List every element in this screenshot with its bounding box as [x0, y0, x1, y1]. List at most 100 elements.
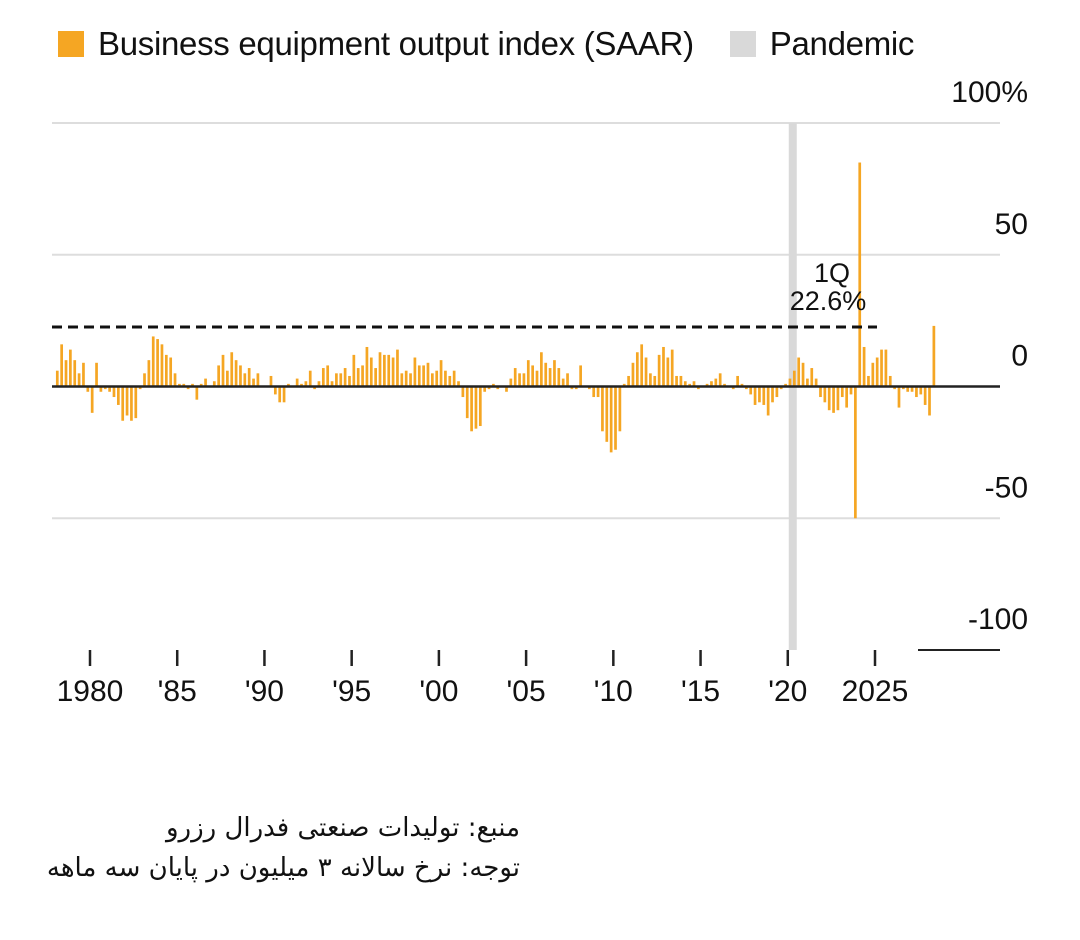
bar: [792, 370, 796, 387]
bar: [77, 373, 81, 387]
bar: [618, 386, 622, 432]
bar: [819, 386, 822, 398]
bar: [901, 386, 905, 390]
bar: [670, 349, 674, 387]
x-tick-label: '95: [332, 675, 371, 708]
bar: [308, 370, 312, 387]
bar: [884, 349, 888, 387]
bar: [239, 365, 242, 387]
bar: [605, 386, 609, 442]
bar: [740, 383, 744, 387]
bar: [801, 362, 805, 387]
bar: [592, 386, 596, 398]
bar: [247, 368, 251, 387]
bar: [775, 386, 779, 398]
x-tick-label: '20: [768, 675, 807, 708]
bar: [915, 386, 918, 398]
bar: [234, 360, 238, 387]
bar: [736, 375, 739, 387]
bar: [867, 375, 870, 387]
bar: [601, 386, 604, 432]
grid-layer: [52, 122, 1000, 520]
bar: [369, 357, 373, 387]
bar: [906, 386, 910, 392]
bar: [749, 386, 753, 395]
source-note: منبع: تولیدات صنعتی فدرال رزرو: [165, 813, 520, 843]
bar: [82, 362, 85, 387]
bar: [688, 383, 692, 387]
bar: [217, 365, 221, 387]
bar: [60, 344, 64, 387]
bar: [256, 373, 260, 387]
bar: [561, 378, 565, 387]
bar: [762, 386, 766, 405]
bar: [531, 365, 535, 387]
legend-item-series: Business equipment output index (SAAR): [58, 25, 694, 63]
bar: [657, 354, 661, 387]
bar: [928, 386, 931, 416]
bar: [840, 386, 844, 398]
bar: [269, 375, 273, 387]
bar: [880, 349, 883, 387]
bar: [518, 373, 521, 387]
bar: [492, 383, 495, 387]
bar: [108, 386, 111, 392]
bar: [465, 386, 469, 419]
bar: [287, 383, 290, 387]
bar: [278, 386, 282, 403]
bar: [64, 360, 68, 387]
bar: [631, 362, 635, 387]
bar: [452, 370, 456, 387]
bar: [862, 346, 866, 387]
bar: [675, 375, 678, 387]
bar: [483, 386, 487, 392]
bar: [827, 386, 831, 411]
bar: [178, 383, 181, 387]
bar: [326, 365, 330, 387]
bar: [400, 373, 404, 387]
bar: [448, 375, 452, 387]
bar: [679, 375, 683, 387]
bar: [69, 349, 72, 387]
bar: [535, 370, 539, 387]
bar: [361, 365, 364, 387]
bar: [919, 386, 923, 395]
bar: [391, 357, 395, 387]
bar: [86, 386, 90, 392]
bar: [888, 375, 892, 387]
bar: [540, 352, 543, 387]
bar: [330, 381, 334, 387]
bar: [836, 386, 840, 411]
bar: [758, 386, 761, 403]
bar: [352, 354, 356, 387]
bar: [295, 378, 299, 387]
x-tick-label: '90: [245, 675, 284, 708]
bar: [697, 386, 700, 390]
x-tick-label: '85: [158, 675, 197, 708]
bar: [121, 386, 125, 421]
bar: [509, 378, 513, 387]
bar: [252, 378, 255, 387]
bar: [282, 386, 286, 403]
y-tick-label: 50: [995, 208, 1028, 241]
legend-label-series: Business equipment output index (SAAR): [98, 25, 694, 62]
y-tick-label: -100: [968, 603, 1028, 636]
x-tick-label: '05: [507, 675, 546, 708]
bar: [143, 373, 146, 387]
bar: [557, 368, 561, 387]
bar: [378, 352, 382, 387]
bar: [810, 368, 814, 387]
bar: [435, 370, 439, 387]
legend: Business equipment output index (SAAR) P…: [58, 22, 914, 66]
bar: [662, 346, 665, 387]
bar: [317, 381, 321, 387]
bar: [487, 386, 491, 390]
bar: [849, 386, 853, 395]
bar: [875, 357, 879, 387]
bar: [858, 162, 862, 387]
x-tick-label: '00: [419, 675, 458, 708]
bar: [169, 357, 173, 387]
bar: [893, 386, 896, 390]
bar: [439, 360, 443, 387]
bar: [147, 360, 151, 387]
